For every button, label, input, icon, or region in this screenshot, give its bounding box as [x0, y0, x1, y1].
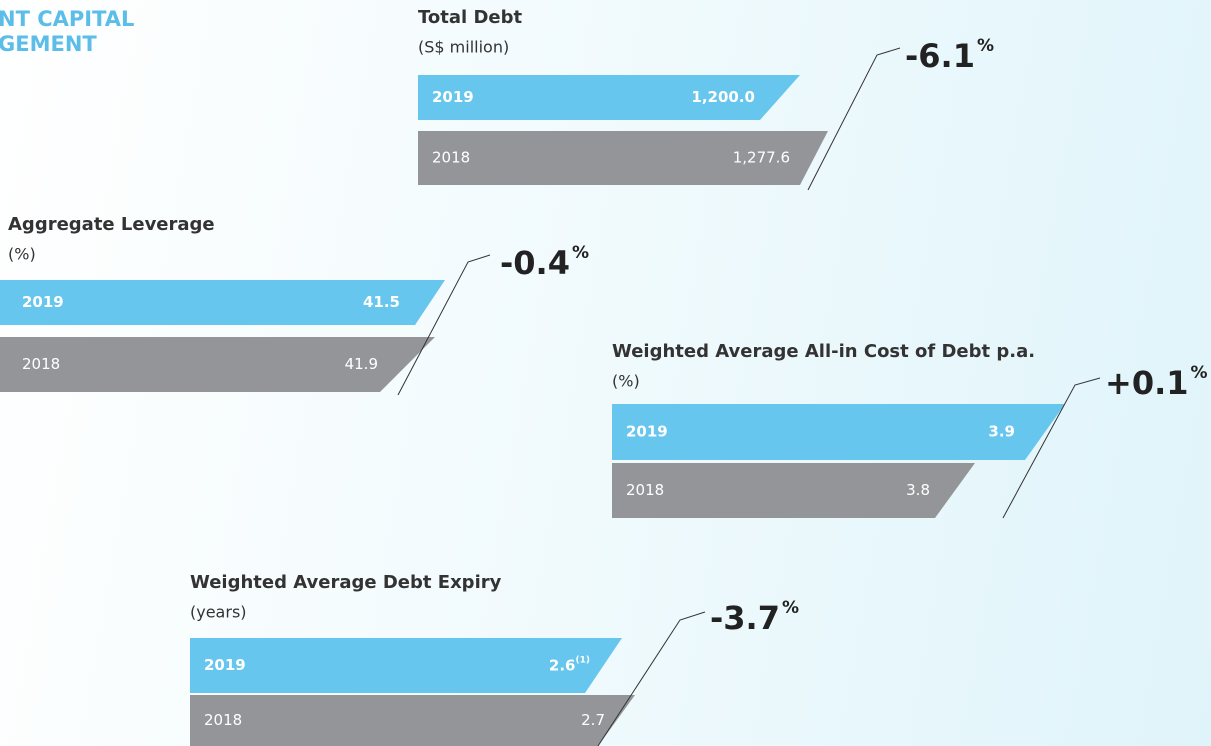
- bar-year: 2018: [22, 355, 60, 373]
- bar: [418, 75, 800, 120]
- change-value: -6.1%: [905, 36, 994, 75]
- change-connector: [597, 611, 706, 746]
- change-number: -6.1: [905, 37, 975, 75]
- bar-year: 2018: [204, 711, 242, 729]
- bar: [0, 280, 445, 325]
- bar-value: 1,277.6: [733, 149, 790, 167]
- change-connector: [397, 254, 491, 396]
- bar-value: 41.5: [363, 293, 400, 311]
- bar: [418, 131, 828, 185]
- change-value: -0.4%: [500, 243, 589, 282]
- change-unit: %: [1191, 363, 1208, 383]
- bar-year: 2019: [204, 656, 246, 674]
- change-connector: [1002, 377, 1101, 519]
- bar-value: 3.9: [988, 423, 1015, 441]
- bar: [190, 638, 622, 693]
- panel-title: Weighted Average Debt Expiry: [190, 572, 502, 593]
- bar-value: 2.7: [581, 711, 605, 729]
- bar-value-number: 2.6: [549, 656, 576, 674]
- panel-title: Aggregate Leverage: [8, 214, 215, 235]
- panel-unit: (years): [190, 603, 247, 622]
- bar-value: 41.9: [345, 355, 378, 373]
- bar-value: 2.6(1): [549, 655, 590, 674]
- panel-title: Weighted Average All-in Cost of Debt p.a…: [612, 341, 1035, 362]
- bar: [612, 463, 975, 518]
- change-number: +0.1: [1105, 364, 1189, 402]
- change-value: -3.7%: [710, 598, 799, 637]
- bar: [190, 695, 635, 746]
- change-unit: %: [977, 36, 994, 56]
- bar: [612, 404, 1065, 460]
- panel-unit: (%): [8, 245, 36, 264]
- change-unit: %: [782, 598, 799, 618]
- bar-year: 2018: [626, 481, 664, 499]
- bar-year: 2018: [432, 149, 470, 167]
- bar-year: 2019: [626, 423, 668, 441]
- change-value: +0.1%: [1105, 363, 1208, 402]
- change-number: -0.4: [500, 244, 570, 282]
- bar-year: 2019: [432, 88, 474, 106]
- change-unit: %: [572, 243, 589, 263]
- panel-unit: (S$ million): [418, 38, 509, 57]
- bar-value: 3.8: [906, 481, 930, 499]
- panel-title: Total Debt: [418, 7, 522, 28]
- change-connector: [807, 47, 901, 191]
- footnote-mark: (1): [576, 655, 591, 665]
- bar: [0, 337, 435, 392]
- header-line: NT CAPITAL: [0, 7, 134, 31]
- change-number: -3.7: [710, 599, 780, 637]
- bar-year: 2019: [22, 293, 64, 311]
- bar-value: 1,200.0: [691, 88, 755, 106]
- panel-unit: (%): [612, 372, 640, 391]
- header-line: GEMENT: [0, 32, 97, 56]
